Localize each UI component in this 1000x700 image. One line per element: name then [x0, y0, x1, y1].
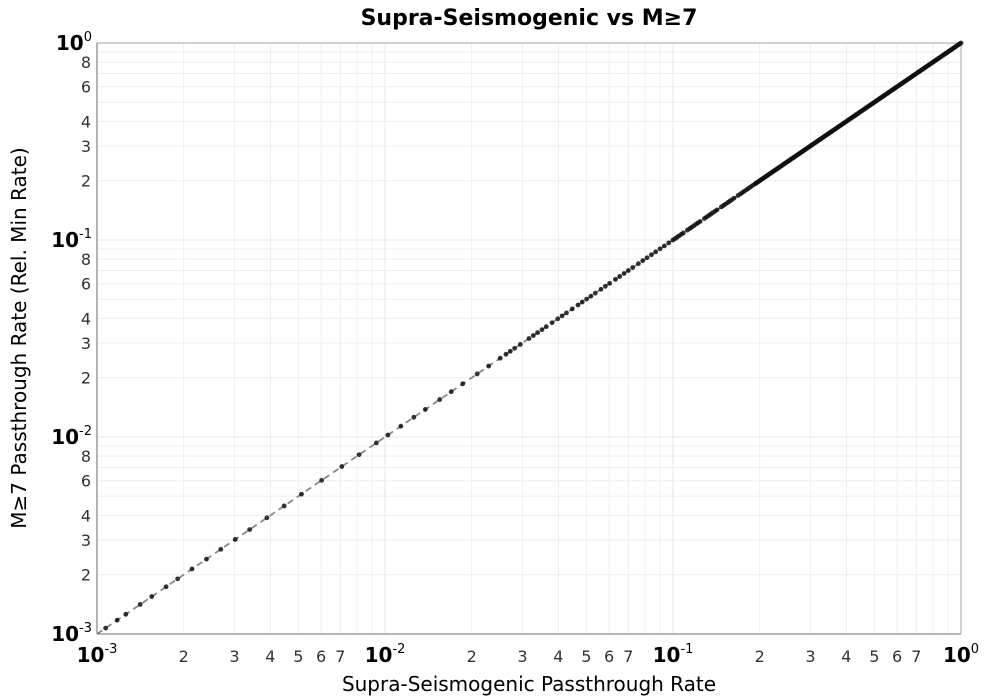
y-axis-label: M≥7 Passthrough Rate (Rel. Min Rate) — [7, 147, 31, 528]
x-minor-tick-label: 3 — [805, 647, 815, 666]
y-major-tick-label: 10-3 — [51, 621, 92, 646]
x-minor-tick-label: 7 — [335, 647, 345, 666]
x-minor-tick-label: 3 — [517, 647, 527, 666]
y-minor-tick-label: 3 — [81, 334, 91, 353]
grid-layer — [97, 43, 961, 634]
x-major-tick-label: 10-3 — [77, 642, 118, 667]
x-minor-tick-label: 4 — [265, 647, 275, 666]
y-minor-tick-label: 2 — [81, 566, 91, 585]
y-minor-tick-label: 2 — [81, 369, 91, 388]
x-minor-tick-label: 2 — [755, 647, 765, 666]
y-minor-tick-label: 6 — [81, 275, 91, 294]
x-major-tick-label: 10-1 — [653, 642, 694, 667]
y-minor-tick-label: 8 — [81, 250, 91, 269]
y-minor-tick-label: 4 — [81, 506, 91, 525]
y-minor-tick-label: 2 — [81, 172, 91, 191]
y-minor-tick-label: 3 — [81, 137, 91, 156]
y-major-tick-label: 10-2 — [51, 424, 92, 449]
y-major-tick-label: 100 — [56, 30, 92, 55]
x-minor-tick-label: 5 — [293, 647, 303, 666]
x-minor-tick-label: 4 — [553, 647, 563, 666]
y-minor-tick-label: 6 — [81, 78, 91, 97]
chart-title: Supra-Seismogenic vs M≥7 — [361, 6, 698, 31]
y-minor-tick-label: 6 — [81, 472, 91, 491]
x-major-tick-label: 100 — [943, 642, 979, 667]
x-axis-label: Supra-Seismogenic Passthrough Rate — [342, 672, 716, 696]
x-minor-tick-label: 2 — [467, 647, 477, 666]
x-minor-tick-label: 3 — [229, 647, 239, 666]
x-minor-tick-label: 5 — [869, 647, 879, 666]
y-major-tick-label: 10-1 — [51, 227, 92, 252]
x-minor-tick-label: 6 — [892, 647, 902, 666]
x-minor-tick-label: 7 — [623, 647, 633, 666]
x-minor-tick-label: 4 — [841, 647, 851, 666]
y-minor-tick-label: 8 — [81, 447, 91, 466]
x-minor-tick-label: 6 — [604, 647, 614, 666]
x-minor-tick-label: 2 — [179, 647, 189, 666]
y-minor-tick-label: 3 — [81, 531, 91, 550]
x-minor-tick-label: 5 — [581, 647, 591, 666]
y-minor-tick-label: 8 — [81, 53, 91, 72]
x-minor-tick-label: 6 — [316, 647, 326, 666]
x-major-tick-label: 10-2 — [365, 642, 406, 667]
y-minor-tick-label: 4 — [81, 309, 91, 328]
spines — [96, 42, 962, 635]
x-minor-tick-label: 7 — [911, 647, 921, 666]
y-minor-tick-label: 4 — [81, 112, 91, 131]
y-axis-ticks: 100 10-1 10-2 10-3 2 3 4 6 8 2 3 4 6 8 2 3 4 6 8 — [51, 30, 92, 646]
data-points — [103, 40, 964, 631]
